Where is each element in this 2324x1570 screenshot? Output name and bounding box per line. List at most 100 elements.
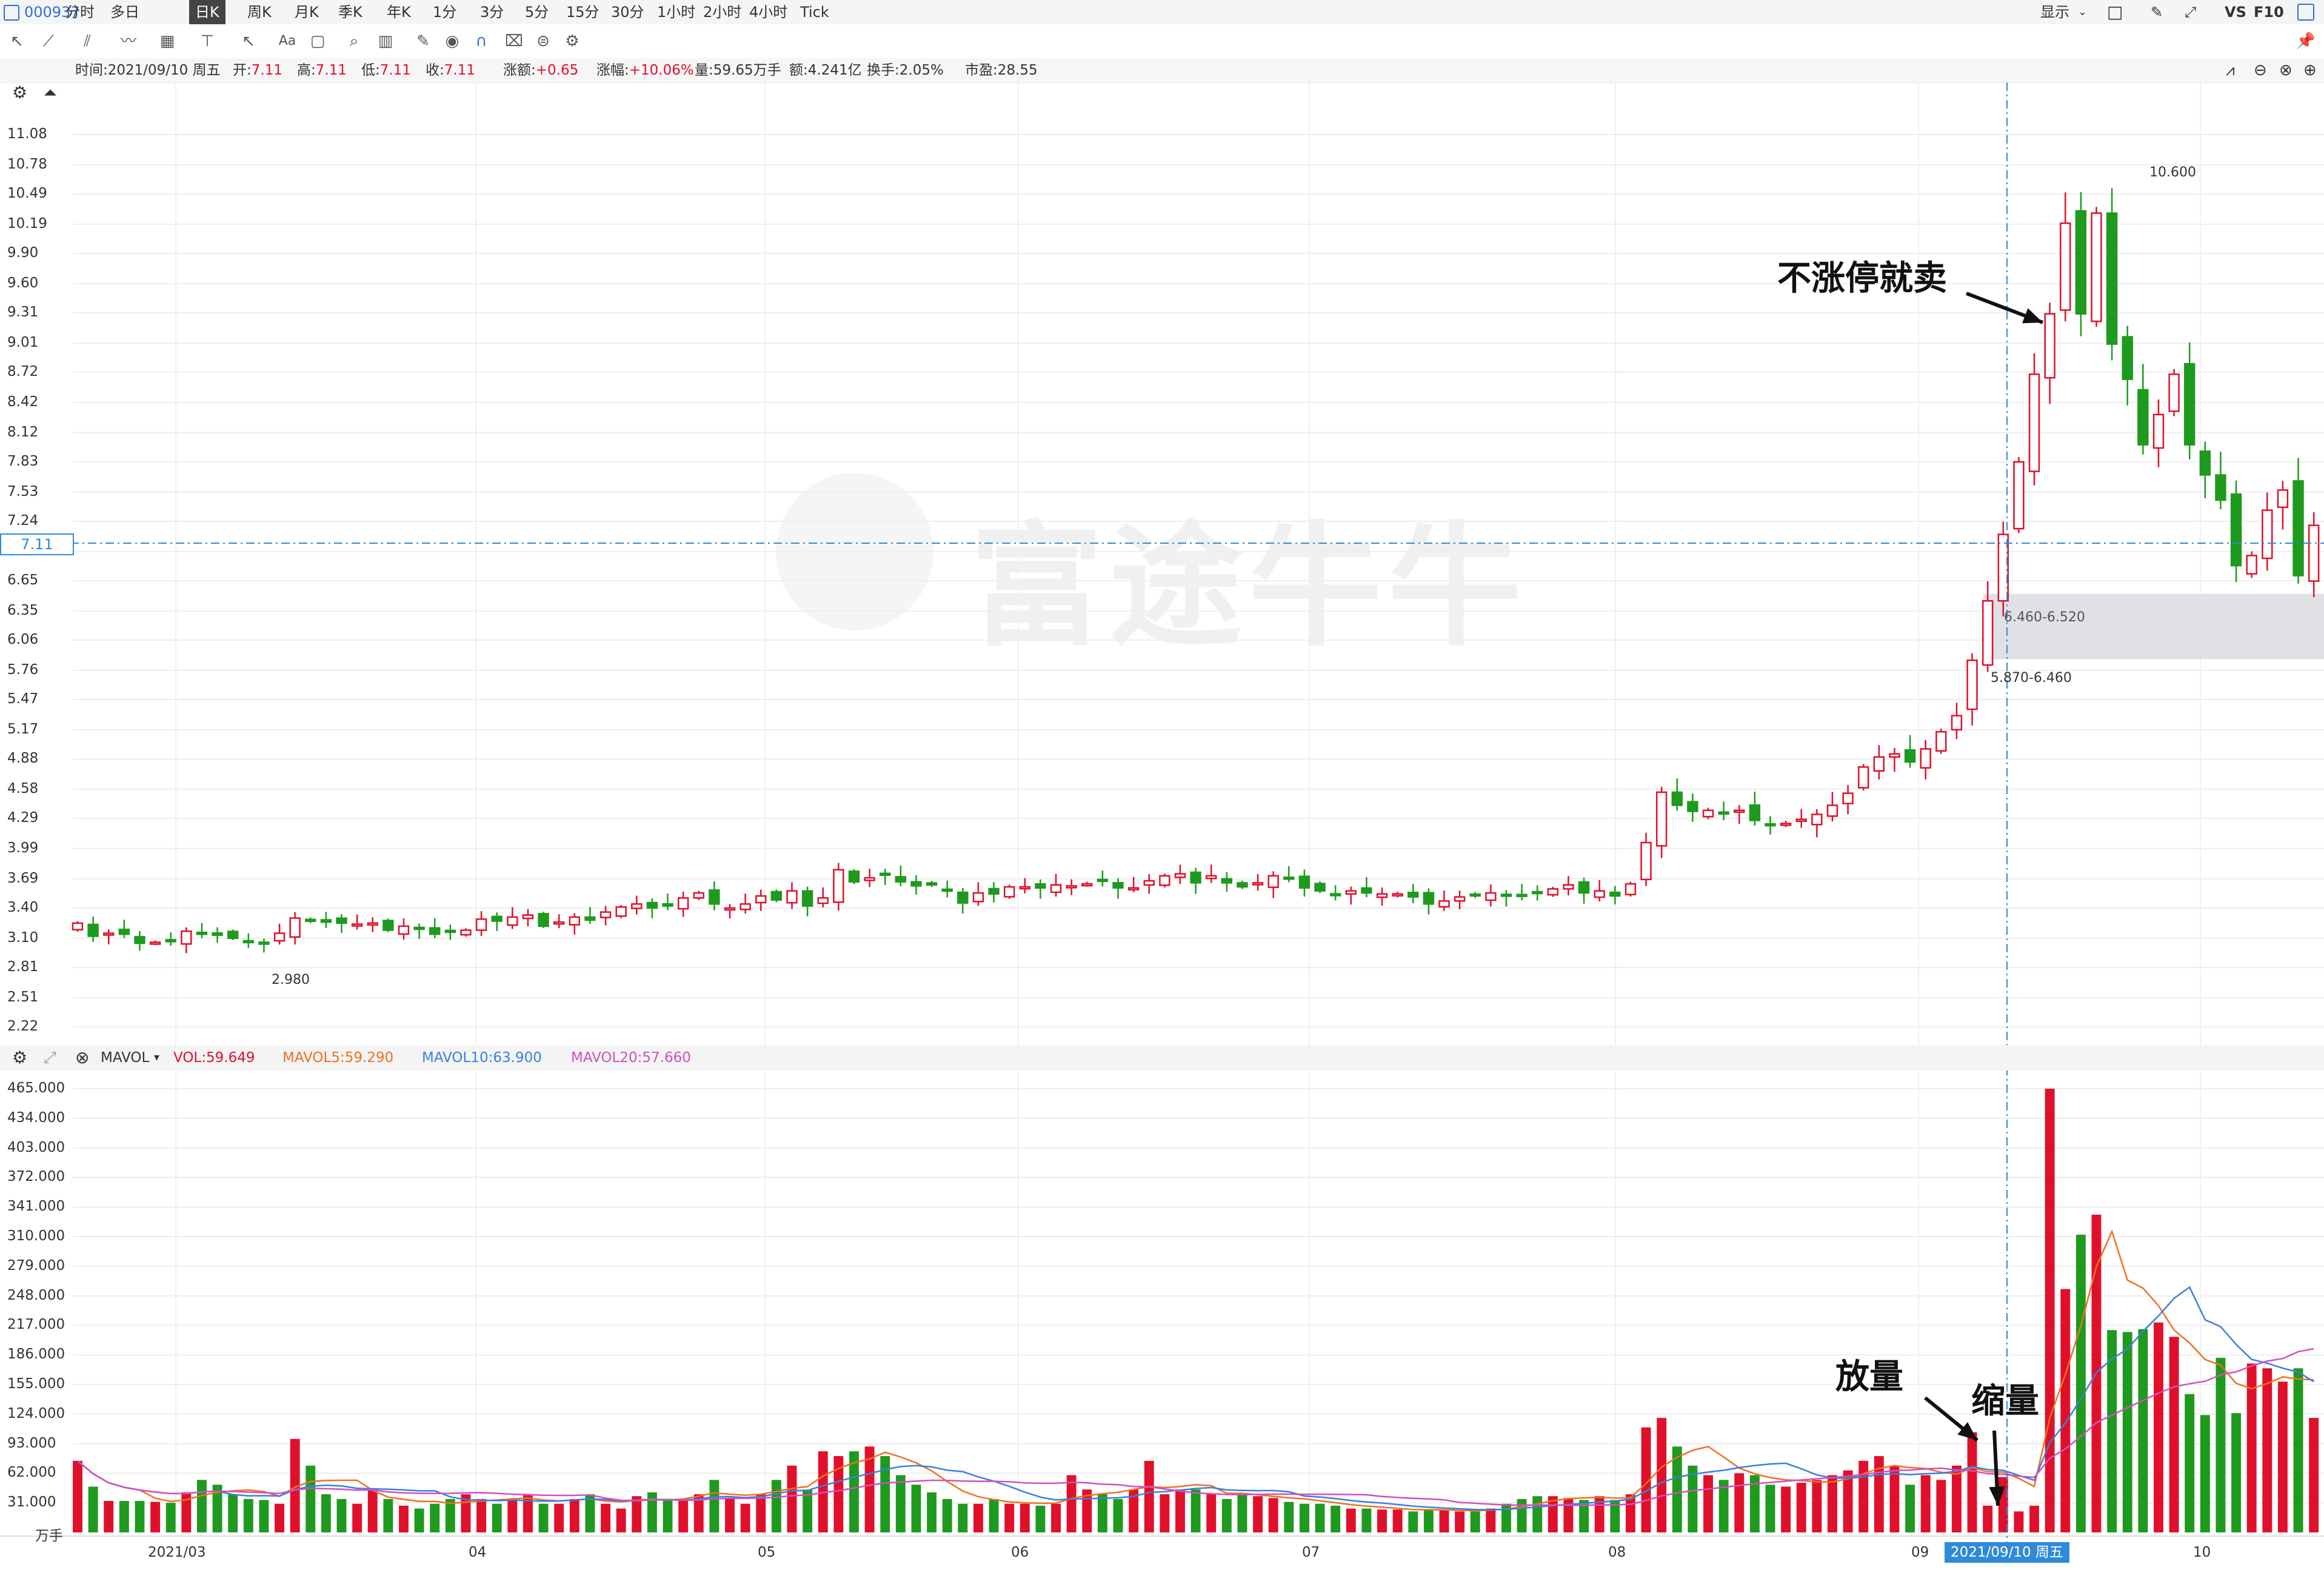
candle-down [1238,883,1247,887]
candle-up [554,922,564,924]
candle-down [119,929,129,934]
volume-bar-down [989,1499,999,1532]
candle-down [647,903,657,908]
candle-up [1952,716,1962,730]
volume-bar-up [787,1466,797,1532]
candle-down [1098,880,1107,881]
volume-bar-down [1331,1506,1340,1532]
volume-tick-label: 434.000 [7,1110,68,1126]
candle-up [973,893,983,901]
volume-bar-down [1424,1509,1434,1532]
candle-down [772,892,781,900]
candle-down [1331,894,1340,895]
candle-up [694,893,704,898]
candle-up [1346,891,1356,894]
chevron-down-icon[interactable]: ▾ [154,1045,159,1071]
candle-up [1051,885,1061,892]
volume-bar-down [1471,1511,1480,1532]
volume-bar-down [337,1499,347,1532]
main-collapse-icon[interactable]: ⏶ [44,82,57,103]
price-tick-label: 6.65 [7,572,68,588]
candle-down [539,914,549,926]
volume-bar-down [197,1480,207,1532]
candle-down [244,941,253,943]
vol-settings-icon[interactable]: ⚙ [12,1045,27,1071]
date-tick-label: 10 [2193,1545,2211,1560]
price-tick-label: 10.78 [7,156,68,172]
volume-bar-down [1035,1506,1045,1532]
vol-expand-icon[interactable]: ⤢ [44,1045,56,1071]
volume-bar-down [1114,1499,1123,1532]
candle-down [943,889,952,891]
volume-bar-up [973,1504,983,1532]
volume-bar-up [1160,1494,1169,1532]
volume-bar-up [1067,1475,1077,1532]
vol-indicator-name[interactable]: MAVOL [101,1045,149,1071]
candle-down [2294,481,2303,575]
candle-up [1858,767,1868,787]
volume-bar-up [1175,1489,1185,1532]
candle-up [1812,814,1821,824]
volume-bar-down [430,1504,439,1532]
volume-bar-down [135,1501,145,1532]
candle-up [2154,415,2163,448]
volume-bar-up [2309,1418,2319,1532]
price-tick-label: 5.76 [7,662,68,678]
candle-up [368,923,378,925]
volume-bar-up [73,1461,82,1532]
price-tick-label: 5.47 [7,691,68,707]
price-tick-label: 7.83 [7,453,68,469]
price-tick-label: 9.01 [7,335,68,350]
candle-down [2216,475,2226,501]
candle-up [2278,490,2288,507]
volume-bar-down [228,1494,238,1532]
candle-up [725,908,735,910]
volume-bar-up [616,1509,626,1532]
volume-tick-label: 248.000 [7,1288,68,1303]
candle-up [1129,888,1138,890]
crosshair-date-label: 2021/09/10 周五 [1945,1542,2069,1563]
candle-down [989,889,999,894]
candle-down [1501,894,1511,896]
volume-bar-down [1517,1499,1527,1532]
volume-bar-up [2060,1289,2070,1532]
vol-value: VOL:59.649 [173,1045,255,1071]
candle-down [2231,494,2241,566]
mavol10-value: MAVOL10:63.900 [422,1045,542,1071]
volume-bar-up [1206,1494,1216,1532]
candle-down [927,883,937,885]
volume-tick-label: 186.000 [7,1346,68,1362]
volume-bar-down [2123,1332,2132,1532]
volume-bar-up [1781,1486,1791,1532]
vol-close-icon[interactable]: ⊗ [75,1045,89,1071]
volume-tick-label: 93.000 [7,1435,68,1451]
candle-down [430,928,439,934]
volume-tick-label: 279.000 [7,1258,68,1274]
candle-up [2169,374,2179,411]
candle-down [1361,888,1371,893]
volume-bar-up [632,1496,641,1532]
candle-up [1890,754,1900,757]
price-tick-label: 3.69 [7,870,68,886]
candle-up [1082,884,1092,886]
volume-bar-down [663,1499,673,1532]
candle-down [663,904,673,906]
volume-tick-label: 217.000 [7,1317,68,1332]
date-tick-label: 08 [1608,1545,1626,1560]
price-tick-label: 4.88 [7,750,68,766]
price-tick-label: 4.29 [7,810,68,826]
volume-bar-down [772,1480,781,1532]
candle-down [1532,892,1542,894]
volume-bar-down [2216,1358,2226,1532]
candle-down [337,918,347,923]
date-tick-label: 06 [1011,1545,1029,1560]
candle-up [1269,876,1278,887]
candle-down [2123,337,2132,379]
volume-bar-down [880,1456,890,1532]
candle-up [352,924,362,926]
volume-indicator-bar: ⚙ ⤢ ⊗ MAVOL ▾ VOL:59.649 MAVOL5:59.290 M… [0,1045,2324,1071]
volume-bar-down [539,1504,549,1532]
candle-up [787,891,797,903]
main-settings-icon[interactable]: ⚙ [12,82,27,102]
